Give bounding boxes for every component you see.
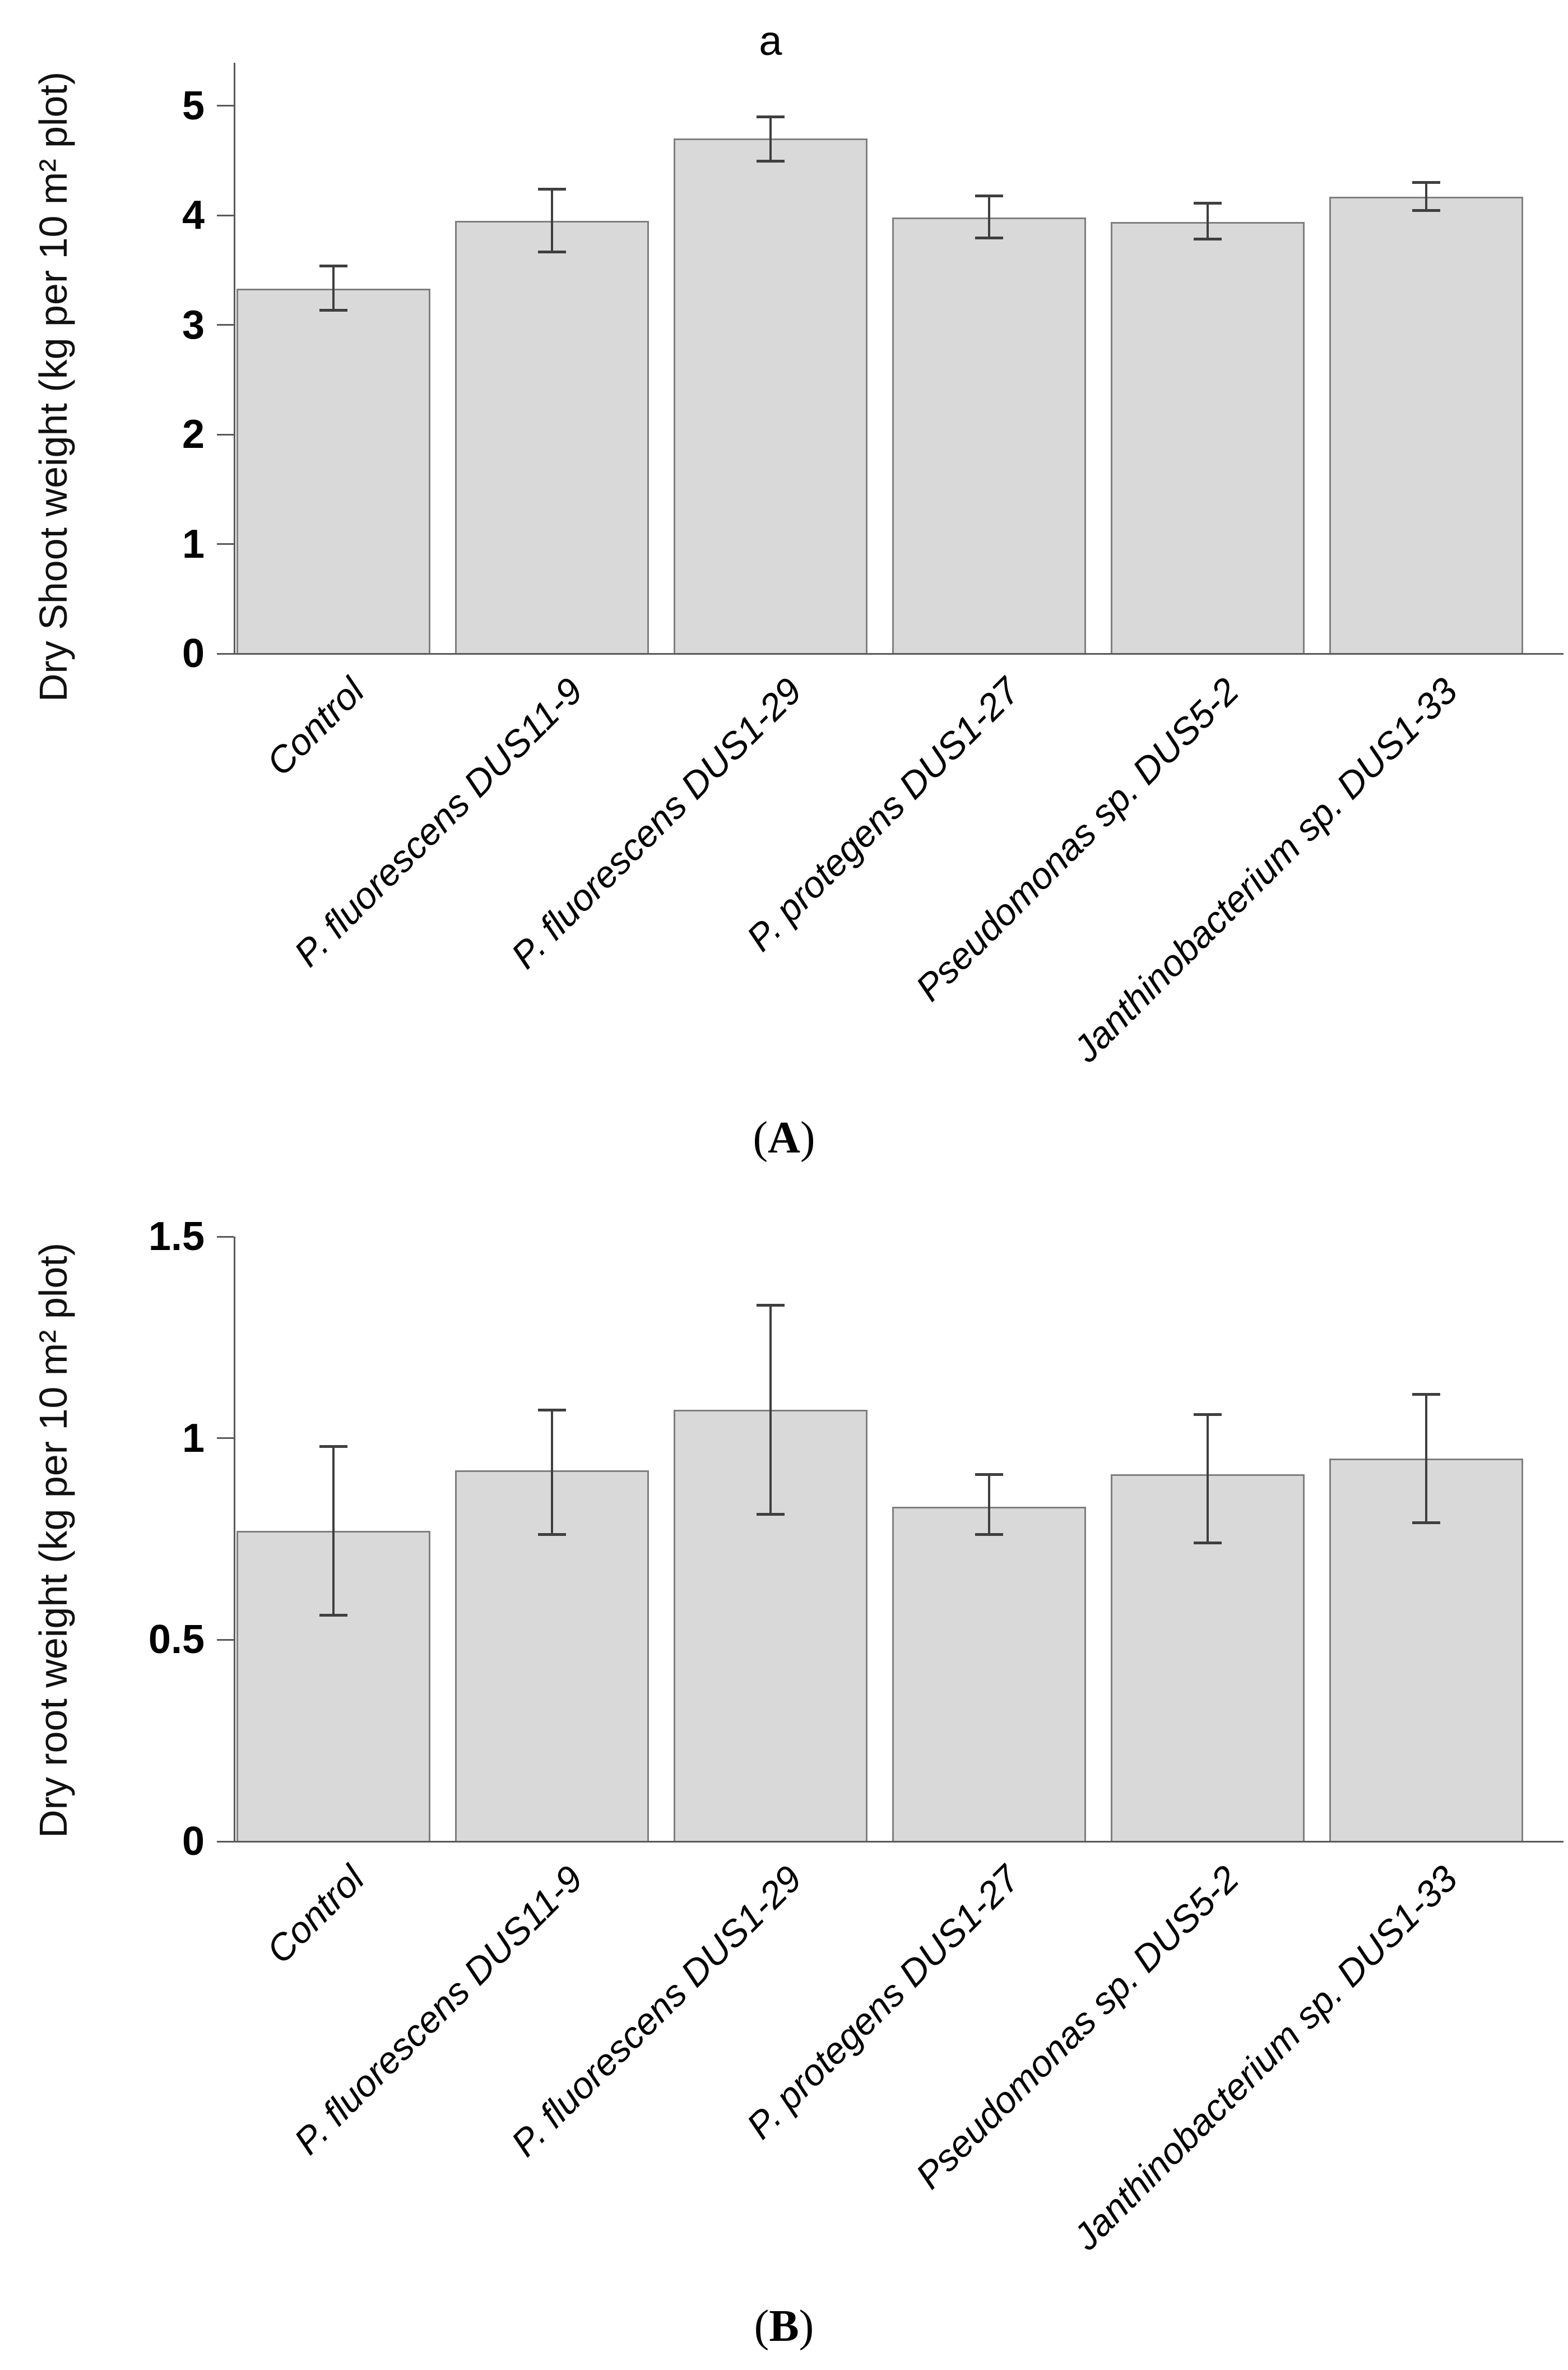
- y-tick-mark: [217, 1437, 234, 1439]
- y-axis-line: [234, 63, 235, 654]
- panel-caption-a: (A): [0, 1113, 1568, 1164]
- x-axis-line: [234, 1841, 1564, 1843]
- y-tick-mark: [217, 652, 234, 655]
- error-bar-line: [988, 1474, 990, 1535]
- error-bar-top-cap: [975, 194, 1003, 197]
- y-tick-label: 1: [182, 521, 205, 567]
- error-bar-bottom-cap: [1194, 1541, 1222, 1544]
- error-bar-top-cap: [319, 264, 347, 267]
- error-bar-top-cap: [757, 1304, 785, 1307]
- y-tick-mark: [217, 1638, 234, 1641]
- error-bar-line: [1207, 1414, 1209, 1543]
- error-bar-line: [551, 189, 553, 253]
- caption-letter: A: [768, 1113, 800, 1163]
- y-tick-label: 3: [182, 302, 205, 348]
- error-bar-bottom-cap: [319, 309, 347, 312]
- error-bar-bottom-cap: [1412, 1521, 1440, 1524]
- error-bar-top-cap: [538, 188, 566, 191]
- error-bar-bottom-cap: [1412, 209, 1440, 212]
- error-bar-bottom-cap: [1194, 238, 1222, 240]
- error-bar-top-cap: [1194, 1413, 1222, 1416]
- panel-caption-b: (B): [0, 2301, 1568, 2352]
- error-bar-bottom-cap: [975, 237, 1003, 240]
- bar-6: [1329, 196, 1523, 655]
- significance-letter: a: [759, 17, 782, 64]
- bar-2: [455, 220, 649, 655]
- y-tick-label: 1: [182, 1415, 205, 1461]
- y-tick-label: 1.5: [148, 1214, 205, 1260]
- y-tick-label: 2: [182, 412, 205, 457]
- error-bar-line: [988, 195, 990, 239]
- error-bar-bottom-cap: [538, 251, 566, 254]
- error-bar-top-cap: [538, 1409, 566, 1412]
- error-bar-bottom-cap: [757, 160, 785, 163]
- error-bar-top-cap: [319, 1445, 347, 1448]
- caption-paren-close: ): [799, 2302, 814, 2351]
- y-tick-mark: [217, 324, 234, 326]
- y-tick-mark: [217, 105, 234, 107]
- bar-4: [892, 217, 1086, 655]
- error-bar-line: [1425, 182, 1427, 211]
- caption-letter: B: [769, 2302, 799, 2351]
- y-tick-label: 5: [182, 83, 205, 128]
- y-tick-label: 0: [182, 631, 205, 676]
- bar-1: [236, 288, 430, 655]
- error-bar-line: [769, 1305, 772, 1515]
- error-bar-top-cap: [757, 115, 785, 119]
- y-tick-mark: [217, 543, 234, 545]
- caption-paren-open: (: [754, 2302, 769, 2351]
- y-tick-mark: [217, 433, 234, 436]
- error-bar-top-cap: [1194, 202, 1222, 205]
- x-category-label: Control: [258, 669, 373, 784]
- error-bar-line: [1425, 1394, 1427, 1523]
- error-bar-line: [332, 1446, 335, 1616]
- error-bar-top-cap: [1412, 181, 1440, 184]
- error-bar-top-cap: [975, 1473, 1003, 1476]
- y-tick-mark: [217, 1235, 234, 1238]
- caption-paren-close: ): [800, 1113, 815, 1163]
- x-axis-line: [234, 653, 1564, 655]
- error-bar-line: [1207, 203, 1209, 239]
- error-bar-line: [769, 117, 772, 162]
- bar-3: [674, 138, 867, 655]
- y-axis-title-a: Dry Shoot weight (kg per 10 m² plot): [31, 71, 75, 702]
- y-axis-title-b: Dry root weight (kg per 10 m² plot): [31, 1242, 75, 1839]
- error-bar-bottom-cap: [319, 1614, 347, 1617]
- y-tick-label: 0: [182, 1819, 205, 1864]
- bar-4: [892, 1506, 1086, 1843]
- x-category-label: Control: [258, 1857, 373, 1971]
- y-tick-mark: [217, 214, 234, 216]
- y-tick-label: 4: [182, 193, 205, 238]
- error-bar-line: [551, 1410, 553, 1535]
- bar-5: [1111, 221, 1305, 655]
- x-category-label: Janthinobacterium sp. DUS1-33: [1065, 1857, 1465, 2258]
- caption-paren-open: (: [753, 1113, 768, 1163]
- error-bar-bottom-cap: [975, 1533, 1003, 1536]
- x-category-label: Janthinobacterium sp. DUS1-33: [1065, 669, 1465, 1070]
- error-bar-bottom-cap: [538, 1533, 566, 1536]
- error-bar-top-cap: [1412, 1392, 1440, 1396]
- error-bar-bottom-cap: [757, 1513, 785, 1516]
- y-tick-mark: [217, 1840, 234, 1843]
- y-axis-line: [234, 1237, 235, 1841]
- y-tick-label: 0.5: [148, 1617, 205, 1663]
- error-bar-line: [332, 265, 335, 311]
